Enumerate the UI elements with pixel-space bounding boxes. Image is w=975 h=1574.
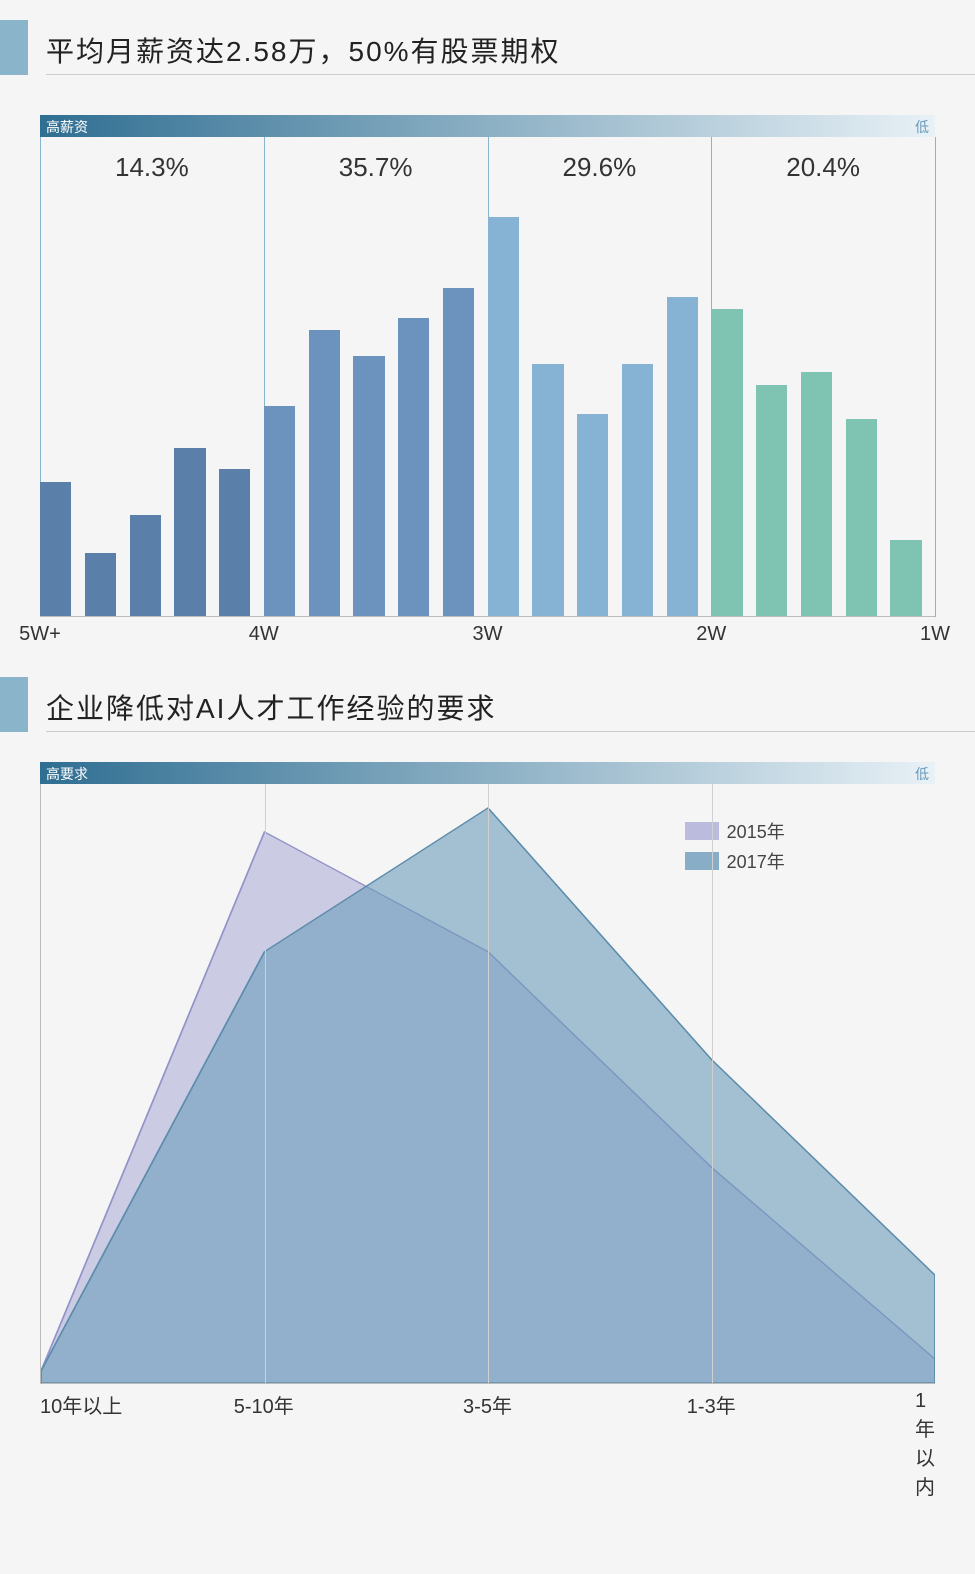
- salary-bar: [353, 356, 384, 616]
- experience-legend: 2015年 2017年: [685, 818, 785, 878]
- experience-xaxis: 10年以上5-10年3-5年1-3年1年以内: [40, 1384, 935, 1418]
- salary-bar: [846, 419, 877, 616]
- salary-divider: [935, 137, 936, 617]
- salary-bar: [443, 288, 474, 616]
- salary-xtick: 5W+: [19, 623, 61, 646]
- legend-swatch: [685, 822, 719, 840]
- experience-gridline: [712, 784, 713, 1383]
- experience-gridline: [265, 784, 266, 1383]
- section1-header: 平均月薪资达2.58万，50%有股票期权: [0, 20, 975, 75]
- section2-header-bar: [0, 677, 28, 732]
- experience-xtick: 5-10年: [234, 1390, 294, 1419]
- gradient2-left-label: 高要求: [46, 764, 88, 784]
- salary-bar: [667, 297, 698, 616]
- salary-bar: [622, 364, 653, 616]
- salary-percent-row: 14.3%35.7%29.6%20.4%: [40, 137, 935, 197]
- salary-percent-cell: 14.3%: [40, 152, 264, 183]
- salary-bar: [174, 448, 205, 616]
- salary-bar: [309, 330, 340, 616]
- salary-bar: [711, 309, 742, 616]
- salary-xtick: 1W: [920, 623, 950, 646]
- salary-xtick: 3W: [473, 623, 503, 646]
- salary-bar: [40, 482, 71, 616]
- experience-gradient-bar: 高要求 低: [40, 762, 935, 784]
- section1-title: 平均月薪资达2.58万，50%有股票期权: [46, 20, 975, 75]
- legend-row: 2015年: [685, 818, 785, 844]
- experience-xtick: 10年以上: [40, 1390, 122, 1419]
- section1-header-bar: [0, 20, 28, 75]
- gradient-left-label: 高薪资: [46, 117, 88, 137]
- salary-percent-cell: 35.7%: [264, 152, 488, 183]
- salary-percent-cell: 29.6%: [488, 152, 712, 183]
- legend-label: 2015年: [727, 818, 785, 844]
- salary-bar: [264, 406, 295, 616]
- salary-bar: [532, 364, 563, 616]
- experience-xtick: 3-5年: [463, 1390, 512, 1419]
- salary-chart: 高薪资 低 14.3%35.7%29.6%20.4% 5W+4W3W2W1W: [40, 115, 935, 647]
- salary-bar: [890, 540, 921, 616]
- salary-bars-area: [40, 197, 935, 617]
- experience-plot: 2015年 2017年: [40, 784, 935, 1384]
- salary-bar: [130, 515, 161, 616]
- legend-label: 2017年: [727, 848, 785, 874]
- salary-xaxis: 5W+4W3W2W1W: [40, 617, 935, 647]
- salary-bar: [85, 553, 116, 616]
- salary-bar: [756, 385, 787, 616]
- experience-chart: 高要求 低 2015年2017年 10年以上5-10年3-5年1-3年1年以内: [40, 762, 935, 1418]
- salary-percent-cell: 20.4%: [711, 152, 935, 183]
- section2-header: 企业降低对AI人才工作经验的要求: [0, 677, 975, 732]
- salary-bar: [801, 372, 832, 616]
- salary-bar: [219, 469, 250, 616]
- legend-swatch: [685, 852, 719, 870]
- salary-gradient-bar: 高薪资 低: [40, 115, 935, 137]
- experience-xtick: 1年以内: [915, 1390, 935, 1500]
- gradient-right-label: 低: [915, 117, 929, 137]
- section2-title: 企业降低对AI人才工作经验的要求: [46, 677, 975, 732]
- salary-bar: [488, 217, 519, 616]
- salary-xtick: 4W: [249, 623, 279, 646]
- experience-gridline: [488, 784, 489, 1383]
- experience-xtick: 1-3年: [687, 1390, 736, 1419]
- salary-bar: [577, 414, 608, 616]
- salary-xtick: 2W: [696, 623, 726, 646]
- legend-row: 2017年: [685, 848, 785, 874]
- gradient2-right-label: 低: [915, 764, 929, 784]
- salary-bar: [398, 318, 429, 616]
